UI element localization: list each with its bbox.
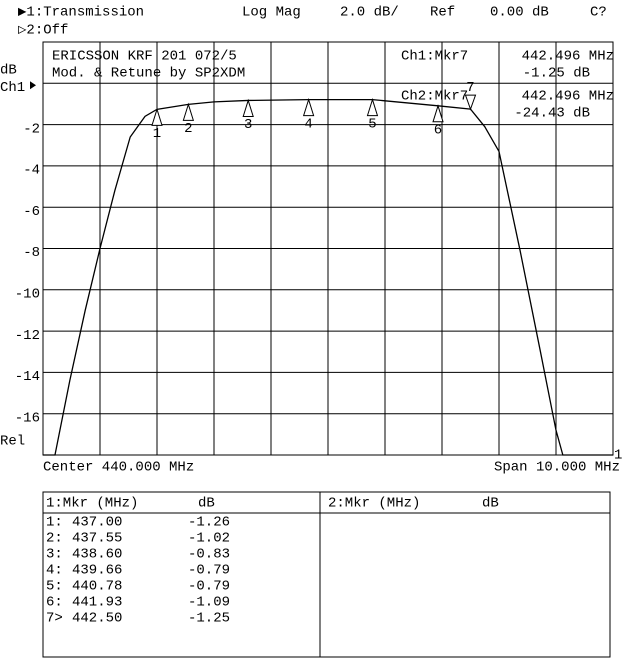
scale: 2.0 dB/ [340, 5, 399, 21]
marker-label: 6 [434, 123, 442, 139]
y-tick-label: Rel [0, 434, 25, 450]
table-cell: 6: [46, 595, 63, 611]
readout: Ch2:Mkr7 [401, 89, 468, 105]
marker [366, 97, 379, 117]
table-cell: 1: [46, 515, 63, 531]
cal: C? [590, 5, 607, 21]
marker-label: 7 [466, 80, 474, 96]
marker [182, 102, 195, 121]
marker-label: 3 [244, 117, 252, 133]
table-header: 1:Mkr (MHz) [46, 496, 138, 512]
table-cell: -1.09 [188, 595, 230, 611]
y-tick-label: -2 [23, 121, 40, 137]
center-label: Center 440.000 MHz [43, 460, 194, 476]
y-tick-label: -16 [15, 410, 40, 426]
y-tick-label: -6 [23, 204, 40, 220]
ch1-label: ▶1:Transmission [18, 5, 144, 21]
table-header: dB [198, 496, 215, 512]
ref-arrow [30, 81, 36, 90]
table-cell: 437.00 [72, 515, 122, 531]
span-label: Span 10.000 MHz [494, 460, 620, 476]
table-cell: -1.25 [188, 611, 230, 627]
readout: -24.43 dB [514, 106, 590, 122]
table-cell: -0.83 [188, 547, 230, 563]
y-tick-label: Ch1 [0, 80, 25, 96]
ref-label: Ref [430, 5, 455, 21]
y-tick-label: -12 [15, 328, 40, 344]
readout: 442.496 MHz [522, 49, 614, 65]
marker-label: 4 [304, 116, 312, 132]
table-cell: 441.93 [72, 595, 122, 611]
table-cell: -1.02 [188, 531, 230, 547]
table-frame [42, 491, 611, 658]
table-cell: 5: [46, 579, 63, 595]
readout: 442.496 MHz [522, 89, 614, 105]
marker [464, 94, 477, 111]
table-header: 2:Mkr (MHz) [328, 496, 420, 512]
table-cell: 438.60 [72, 547, 122, 563]
annotation: ERICSSON KRF 201 072/5 [52, 49, 237, 65]
marker-label: 1 [153, 126, 161, 142]
y-tick-label: -10 [15, 287, 40, 303]
format: Log Mag [242, 5, 301, 21]
marker [302, 97, 315, 117]
readout: -1.25 dB [523, 66, 590, 82]
table-cell: 437.55 [72, 531, 122, 547]
table-cell: 440.78 [72, 579, 122, 595]
table-cell: -1.26 [188, 515, 230, 531]
table-cell: 442.50 [72, 611, 122, 627]
table-cell: 3: [46, 547, 63, 563]
table-cell: 7> [46, 611, 63, 627]
marker-label: 5 [368, 116, 376, 132]
table-cell: 4: [46, 563, 63, 579]
y-axis-label: dB [0, 63, 17, 79]
table-header: dB [482, 496, 499, 512]
table-cell: 439.66 [72, 563, 122, 579]
marker [242, 98, 254, 117]
trace-label: 1 [614, 448, 622, 464]
y-tick-label: -14 [15, 369, 40, 385]
marker [432, 104, 444, 123]
table-cell: 2: [46, 531, 63, 547]
annotation: Mod. & Retune by SP2XDM [52, 66, 245, 82]
marker-label: 2 [184, 121, 192, 137]
table-cell: -0.79 [188, 579, 230, 595]
readout: Ch1:Mkr7 [401, 49, 468, 65]
table-cell: -0.79 [188, 563, 230, 579]
marker [151, 107, 163, 126]
ref-value: 0.00 dB [490, 5, 549, 21]
ch2-label: ▷2:Off [18, 23, 68, 39]
y-tick-label: -8 [23, 245, 40, 261]
y-tick-label: -4 [23, 163, 40, 179]
